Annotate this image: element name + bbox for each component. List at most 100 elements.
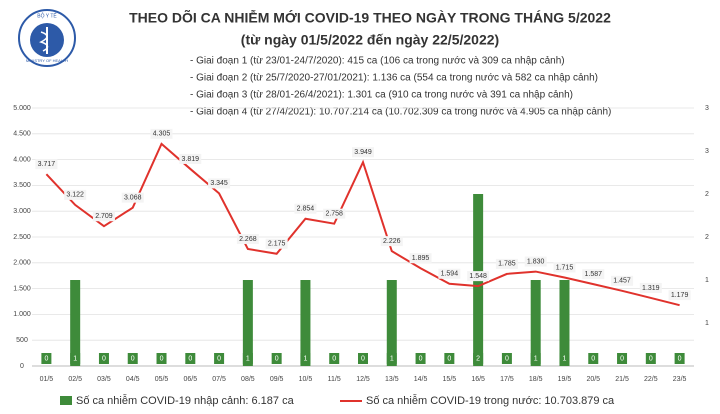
logo-text: MINISTRY OF HEALTH <box>26 58 68 63</box>
legend-label: Số ca nhiễm COVID-19 trong nước: 10.703.… <box>366 394 615 407</box>
value-label-box <box>92 211 115 222</box>
value-label-box <box>495 258 518 269</box>
line <box>45 142 680 307</box>
chart-subtitle: (từ ngày 01/5/2022 đến ngày 22/5/2022) <box>241 32 499 48</box>
x-tick-label: 06/5 <box>183 376 197 383</box>
bar-label-box <box>185 353 196 364</box>
value-label: 1.594 <box>441 271 459 278</box>
value-label-box <box>409 253 432 264</box>
bar-label-box <box>156 353 167 364</box>
value-label: 2.709 <box>95 213 113 220</box>
bar <box>530 280 541 366</box>
bar-label: 0 <box>678 355 682 362</box>
x-tick-label: 11/5 <box>328 376 341 383</box>
bar-label-box <box>127 353 138 364</box>
value-label: 1.457 <box>613 278 631 285</box>
value-label: 3.122 <box>66 192 84 199</box>
y-tick-label: 3.500 <box>13 182 31 189</box>
bar-label: 0 <box>591 355 595 362</box>
bar-label: 0 <box>419 355 423 362</box>
value-label: 3.068 <box>124 195 142 202</box>
y-tick-label: 0 <box>20 363 24 370</box>
value-label-box <box>323 208 346 219</box>
bar-label: 0 <box>361 355 365 362</box>
x-tick-label: 07/5 <box>212 376 226 383</box>
value-label: 3.345 <box>210 180 228 187</box>
value-label: 2.758 <box>325 211 343 218</box>
y-tick-label: 4.000 <box>13 156 31 163</box>
x-tick-label: 23/5 <box>673 376 687 383</box>
bar-label: 1 <box>563 355 567 362</box>
value-label-box <box>265 238 288 249</box>
value-label-box <box>294 203 317 214</box>
value-label-box <box>582 269 605 280</box>
value-label-box <box>668 290 691 301</box>
bar-label-box <box>70 353 81 364</box>
y-tick-label: 2.000 <box>13 260 31 267</box>
bar-label: 1 <box>303 355 307 362</box>
x-tick-label: 20/5 <box>586 376 600 383</box>
x-tick-label: 13/5 <box>385 376 399 383</box>
y-tick-label: 3.000 <box>13 208 31 215</box>
y-tick-label: 1.000 <box>13 311 31 318</box>
x-tick-label: 19/5 <box>558 376 572 383</box>
bar-label: 2 <box>476 355 480 362</box>
bar-label-box <box>358 353 368 364</box>
logo: BỘ Y TẾ MINISTRY OF HEALTH <box>18 9 76 67</box>
bar-label: 0 <box>44 355 48 362</box>
bar-label: 1 <box>534 355 538 362</box>
value-label: 1.548 <box>469 273 487 280</box>
bar-label-box <box>617 353 628 364</box>
bar-label-box <box>559 353 570 364</box>
bar-label-box <box>645 353 656 364</box>
value-label-box <box>64 189 87 200</box>
value-label: 1.179 <box>671 292 689 299</box>
bar <box>300 280 311 366</box>
bar-label-box <box>415 353 426 364</box>
bar-label-box <box>242 353 253 364</box>
value-label: 2.268 <box>239 236 257 243</box>
y2-tick-label: 2 <box>705 234 709 241</box>
bar-label: 0 <box>505 355 509 362</box>
x-tick-label: 09/5 <box>270 376 284 383</box>
bar-label-box <box>271 353 282 364</box>
y2-tick-label: 2 <box>705 191 709 198</box>
bar <box>70 280 81 366</box>
bar-label: 0 <box>447 355 451 362</box>
legend-swatch <box>60 396 72 405</box>
value-label-box <box>150 128 173 139</box>
y2-tick-label: 1 <box>705 320 709 327</box>
value-label-box <box>553 262 576 273</box>
bar-label: 0 <box>131 355 135 362</box>
bar-label-box <box>501 353 512 364</box>
bar <box>559 280 570 366</box>
bar-label: 0 <box>102 355 106 362</box>
value-label: 3.717 <box>38 161 56 168</box>
x-tick-label: 12/5 <box>356 376 370 383</box>
bar-label-box <box>588 353 599 364</box>
bar-label: 1 <box>73 355 77 362</box>
value-label-box <box>352 147 374 158</box>
value-label-box <box>380 236 403 247</box>
value-label: 1.785 <box>498 261 516 268</box>
x-tick-label: 04/5 <box>126 376 140 383</box>
value-label-box <box>121 192 144 203</box>
bar-label: 0 <box>217 355 221 362</box>
bar <box>242 280 253 366</box>
x-tick-label: 08/5 <box>241 376 255 383</box>
bar-label-box <box>530 353 541 364</box>
y2-tick-label: 3 <box>705 105 709 112</box>
x-tick-label: 03/5 <box>97 376 111 383</box>
chart-title: THEO DÕI CA NHIỄM MỚI COVID-19 THEO NGÀY… <box>129 9 611 26</box>
value-label-box <box>524 256 547 267</box>
legend-label: Số ca nhiễm COVID-19 nhập cảnh: 6.187 ca <box>76 394 295 407</box>
bar-label-box <box>41 353 52 364</box>
value-label-box <box>438 268 461 279</box>
x-tick-label: 22/5 <box>644 376 658 383</box>
value-label: 3.819 <box>182 156 200 163</box>
x-tick-label: 10/5 <box>299 376 313 383</box>
bar-label: 0 <box>649 355 653 362</box>
bar-label-box <box>214 353 225 364</box>
value-label: 1.895 <box>412 255 430 262</box>
bar-label-box <box>473 353 484 364</box>
